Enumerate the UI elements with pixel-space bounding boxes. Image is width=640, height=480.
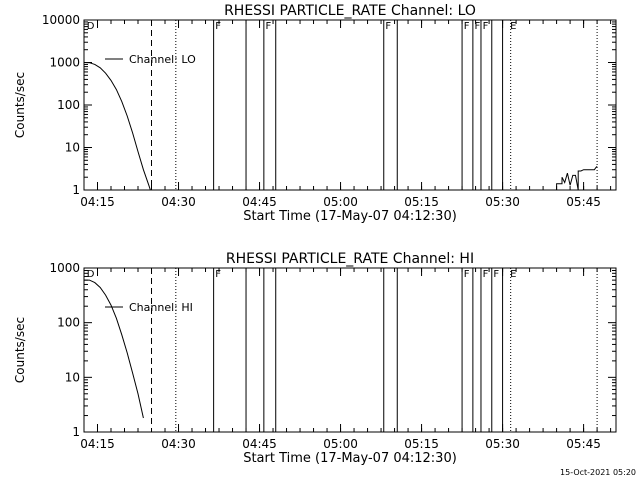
x-tick-label: 04:45 [242, 195, 277, 209]
legend-label: Channel: LO [129, 53, 196, 66]
x-tick-label: 05:15 [404, 195, 439, 209]
y-axis-label: Counts/sec [13, 317, 27, 383]
x-tick-label: 05:00 [323, 195, 358, 209]
y-axis-label: Counts/sec [13, 72, 27, 138]
event-flag-label: F [483, 21, 489, 32]
y-tick-label: 1000 [49, 261, 80, 275]
event-flag-label: F [385, 21, 391, 32]
event-flag-label: F [474, 21, 480, 32]
series-line [556, 166, 598, 191]
event-flag-label: F [464, 269, 470, 280]
x-tick-label: 05:45 [566, 437, 601, 451]
x-tick-label: 04:15 [80, 195, 115, 209]
plot-frame [83, 267, 617, 433]
x-tick-label: 04:15 [80, 437, 115, 451]
y-tick-label: 100 [57, 98, 80, 112]
x-tick-label: 05:30 [485, 195, 520, 209]
hi-channel-panel: RHESSI PARTICLE_RATE Channel: HID F F F F E04… [13, 251, 617, 466]
x-tick-label: 05:00 [323, 437, 358, 451]
y-tick-label: 1 [72, 425, 80, 439]
event-flag-label: F [265, 21, 271, 32]
series-line [83, 62, 151, 191]
series-line [84, 279, 144, 419]
legend-label: Channel: HI [129, 301, 193, 314]
x-tick-label: 05:15 [404, 437, 439, 451]
event-flag-label: D [87, 269, 95, 280]
footer-timestamp: 15-Oct-2021 05:20 [560, 468, 636, 477]
event-flag-label: D [87, 21, 95, 32]
y-tick-label: 10 [65, 141, 80, 155]
event-flag-label: E [510, 269, 516, 280]
y-tick-label: 1 [72, 183, 80, 197]
y-tick-label: 100 [57, 316, 80, 330]
x-axis-label: Start Time (17-May-07 04:12:30) [243, 451, 457, 466]
chart-title: RHESSI PARTICLE_RATE Channel: HI [226, 251, 474, 267]
event-flag-label: F [215, 21, 221, 32]
x-tick-label: 04:30 [161, 195, 196, 209]
y-tick-label: 10000 [42, 13, 80, 27]
chart-title: RHESSI PARTICLE_RATE Channel: LO [224, 3, 476, 19]
lo-channel-panel: RHESSI PARTICLE_RATE Channel: LOD F F F F F F E… [13, 3, 617, 224]
x-tick-label: 04:45 [242, 437, 277, 451]
x-tick-label: 05:30 [485, 437, 520, 451]
event-flag-label: F [215, 269, 221, 280]
y-tick-label: 10 [65, 370, 80, 384]
x-tick-label: 05:45 [566, 195, 601, 209]
x-tick-label: 04:30 [161, 437, 196, 451]
event-flag-label: F [493, 269, 499, 280]
y-tick-label: 1000 [49, 56, 80, 70]
x-axis-label: Start Time (17-May-07 04:12:30) [243, 209, 457, 224]
event-flag-label: F [483, 269, 489, 280]
event-flag-label: F [464, 21, 470, 32]
event-flag-label: E [510, 21, 516, 32]
